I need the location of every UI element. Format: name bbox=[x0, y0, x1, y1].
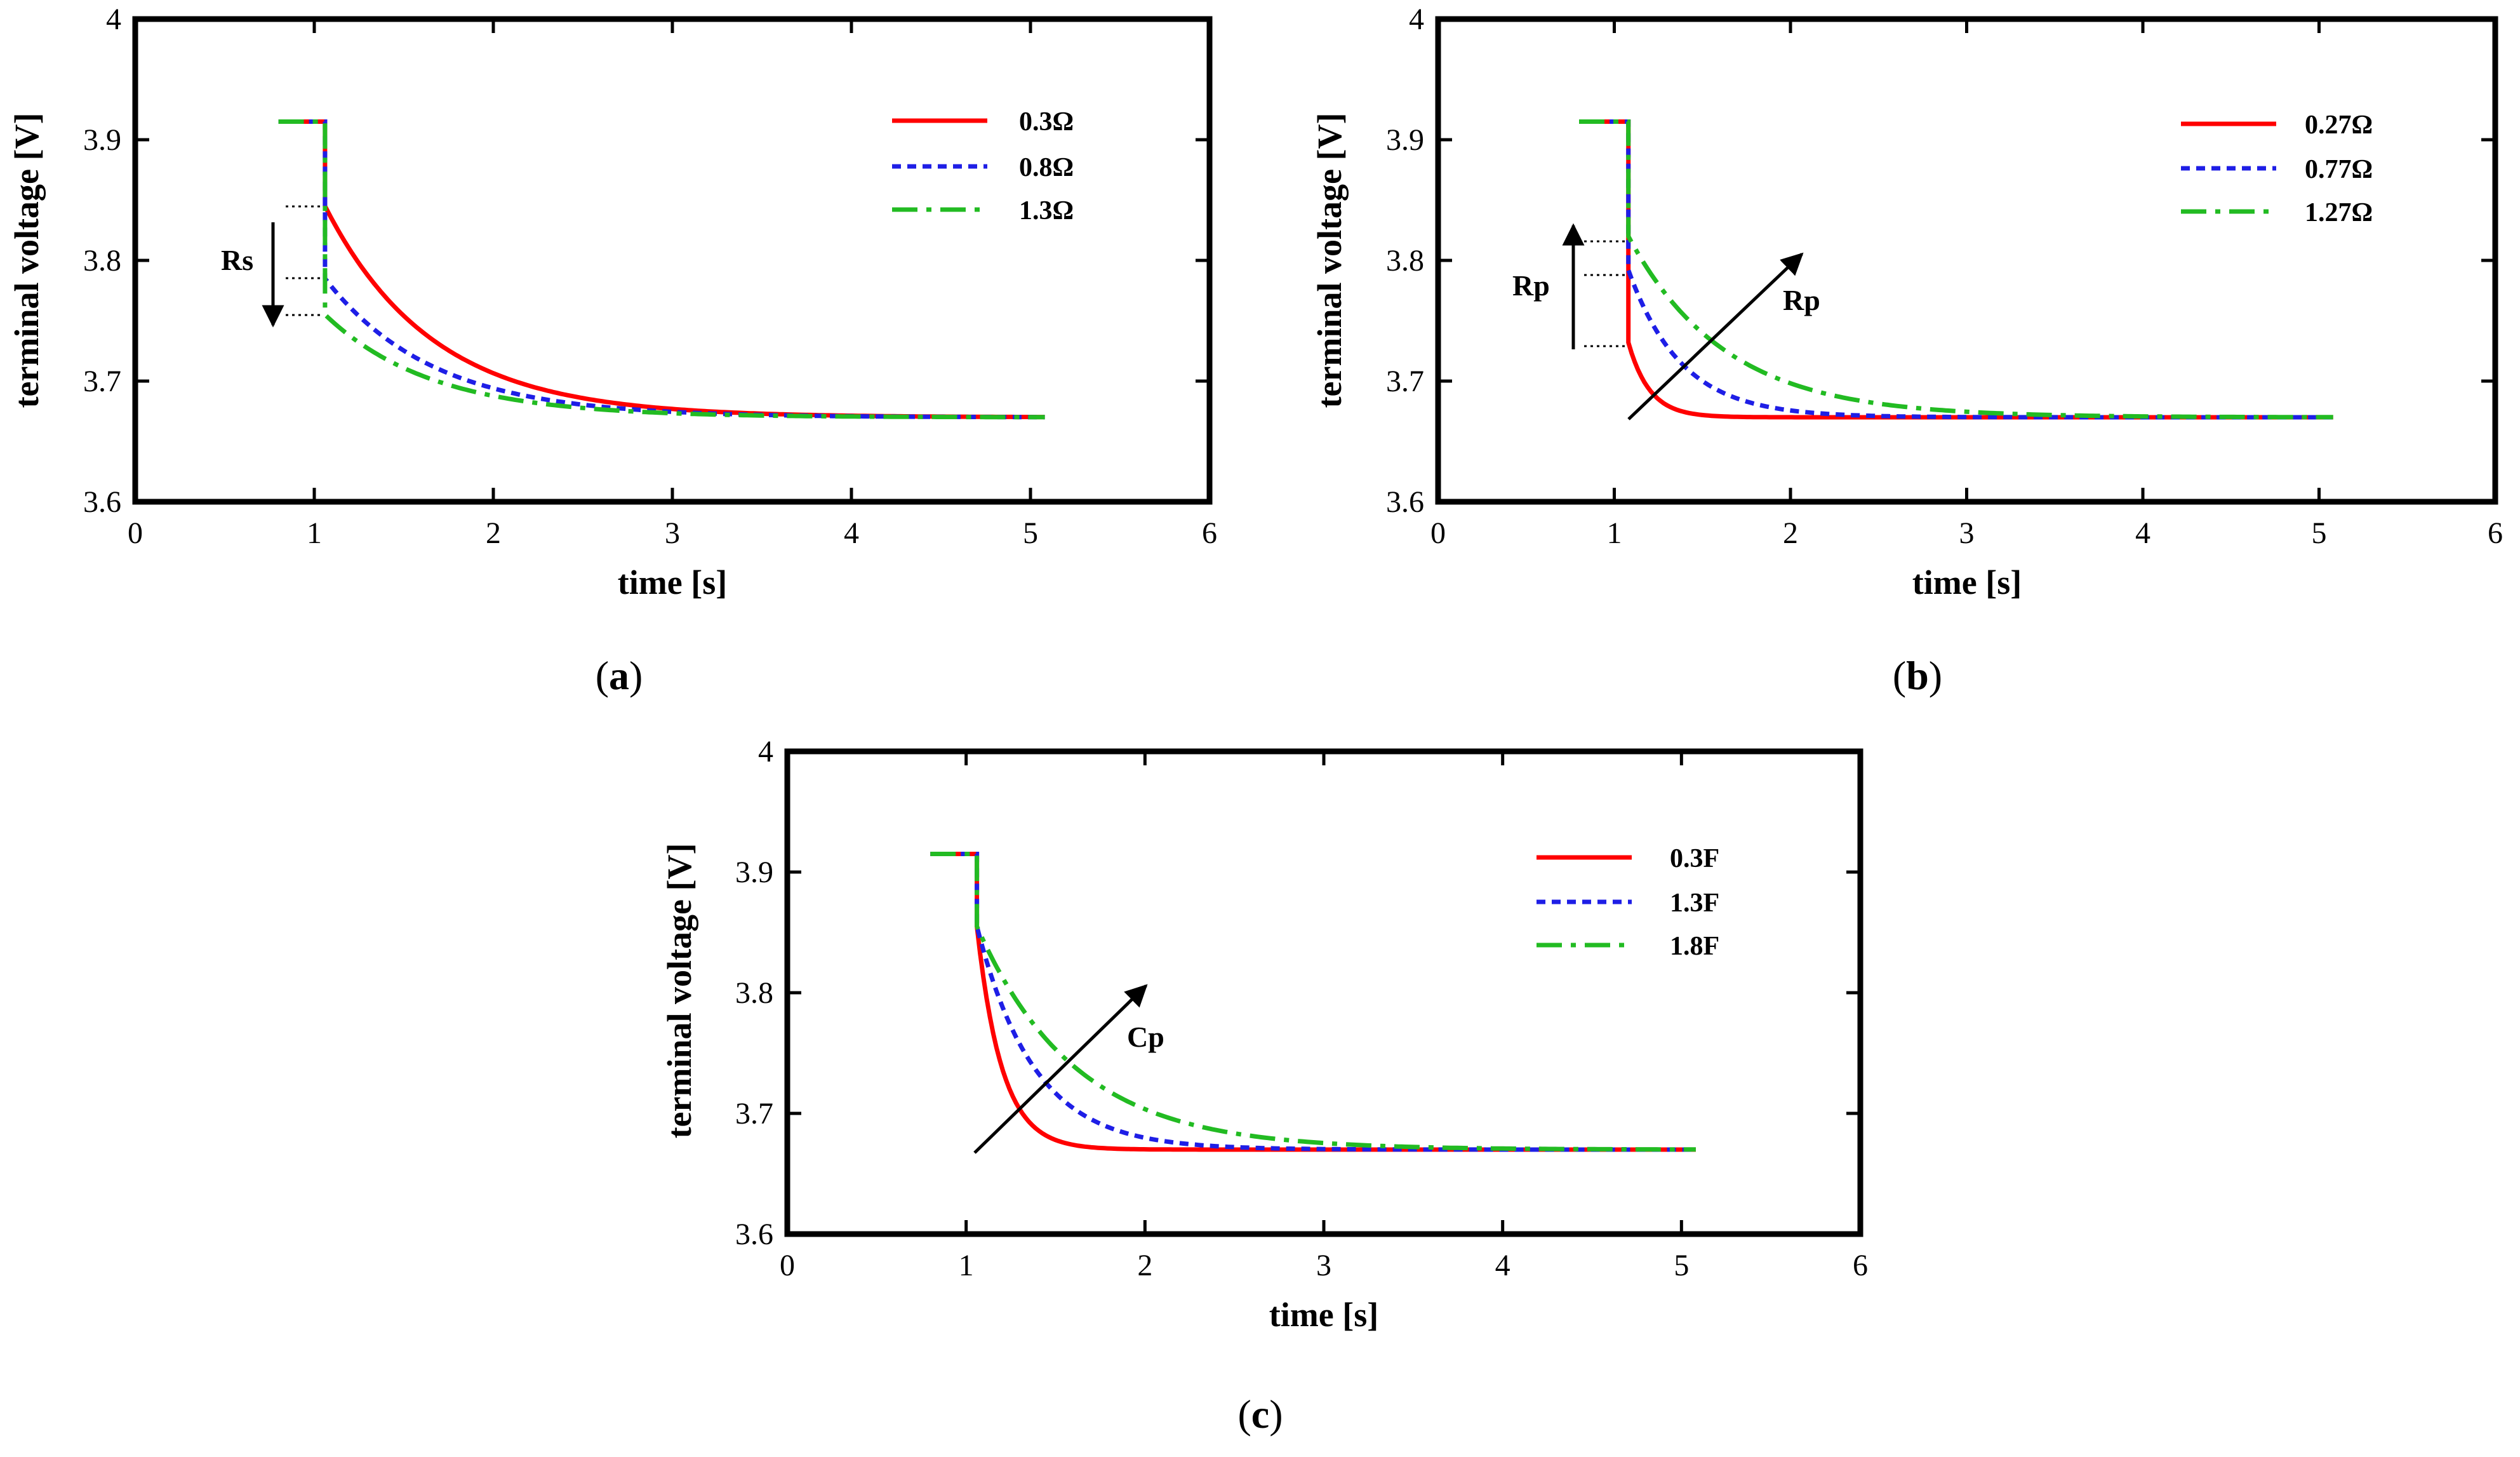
y-tick-label: 4 bbox=[758, 735, 773, 769]
x-tick-label: 5 bbox=[2312, 516, 2327, 550]
series-group bbox=[278, 119, 1045, 420]
legend: 0.3Ω 0.8Ω 1.3Ω bbox=[892, 107, 1074, 225]
caption-c: (c) bbox=[1237, 1392, 1283, 1437]
series-line-3 bbox=[930, 852, 1696, 1152]
rp-label-vertical: Rp bbox=[1512, 269, 1550, 302]
series-line-2 bbox=[1579, 119, 2333, 420]
tick-marks: 0 1 2 3 4 5 6 3.6 3.7 3.8 3.9 4 bbox=[1386, 3, 2503, 550]
x-tick-label: 4 bbox=[844, 516, 859, 550]
rp-label-diagonal: Rp bbox=[1783, 284, 1820, 316]
x-tick-label: 0 bbox=[128, 516, 143, 550]
series-line-1 bbox=[930, 852, 1696, 1152]
x-tick-label: 4 bbox=[2135, 516, 2150, 550]
y-tick-label: 4 bbox=[1409, 3, 1424, 36]
panel-c: 0 1 2 3 4 5 6 3.6 3.7 3.8 3.9 4 time [s] terminal v… bbox=[660, 735, 1868, 1437]
tick-marks: 0 1 2 3 4 5 6 3.6 3.7 3.8 3.9 4 bbox=[83, 3, 1217, 550]
y-tick-label: 3.6 bbox=[735, 1218, 773, 1251]
y-tick-label: 3.7 bbox=[83, 365, 121, 398]
legend-label-2: 0.8Ω bbox=[1019, 153, 1074, 182]
y-tick-label: 3.9 bbox=[1386, 123, 1424, 157]
legend-label-1: 0.3F bbox=[1670, 844, 1719, 873]
y-tick-label: 3.6 bbox=[83, 485, 121, 519]
legend-label-1: 0.3Ω bbox=[1019, 107, 1074, 137]
x-tick-label: 1 bbox=[1607, 516, 1622, 550]
annotation-rp-diagonal: Rp bbox=[1627, 252, 1820, 420]
x-axis-label: time [s] bbox=[618, 563, 727, 601]
caption-a: (a) bbox=[596, 653, 643, 698]
legend-label-3: 1.3Ω bbox=[1019, 196, 1074, 225]
x-tick-label: 3 bbox=[1316, 1249, 1331, 1282]
tick-marks: 0 1 2 3 4 5 6 3.6 3.7 3.8 3.9 4 bbox=[735, 735, 1868, 1282]
plot-frame bbox=[1435, 16, 2498, 505]
x-tick-label: 6 bbox=[1202, 516, 1217, 550]
legend-label-2: 1.3F bbox=[1670, 889, 1719, 918]
series-group bbox=[1579, 119, 2333, 420]
plot-frame bbox=[784, 748, 1863, 1237]
y-axis-label: terminal voltage [V] bbox=[1310, 113, 1349, 408]
y-tick-label: 3.7 bbox=[1386, 365, 1424, 398]
x-tick-label: 5 bbox=[1674, 1249, 1689, 1282]
series-line-2 bbox=[930, 852, 1696, 1152]
x-tick-label: 2 bbox=[1137, 1249, 1152, 1282]
plot-frame bbox=[132, 16, 1213, 505]
rp-arrow-diagonal bbox=[1627, 252, 1804, 420]
x-axis-label: time [s] bbox=[1269, 1296, 1378, 1334]
annotation-rp-vertical: Rp bbox=[1512, 223, 1629, 349]
x-tick-label: 2 bbox=[1783, 516, 1798, 550]
caption-b: (b) bbox=[1893, 653, 1942, 698]
panel-a: 0 1 2 3 4 5 6 3.6 3.7 3.8 3.9 4 time [s] terminal v… bbox=[8, 3, 1217, 698]
y-tick-label: 3.6 bbox=[1386, 485, 1424, 519]
x-tick-label: 2 bbox=[486, 516, 501, 550]
annotation-rs: Rs bbox=[221, 205, 324, 328]
cp-arrow-diagonal bbox=[973, 984, 1148, 1154]
y-tick-label: 4 bbox=[106, 3, 121, 36]
y-tick-label: 3.8 bbox=[1386, 244, 1424, 278]
legend: 0.3F 1.3F 1.8F bbox=[1537, 844, 1719, 961]
rs-label: Rs bbox=[221, 244, 253, 276]
y-tick-label: 3.9 bbox=[83, 123, 121, 157]
y-tick-label: 3.8 bbox=[83, 244, 121, 278]
x-tick-label: 1 bbox=[307, 516, 322, 550]
x-axis-label: time [s] bbox=[1912, 563, 2022, 601]
x-tick-label: 4 bbox=[1495, 1249, 1510, 1282]
annotation-cp-diagonal: Cp bbox=[973, 984, 1164, 1154]
legend-label-1: 0.27Ω bbox=[2305, 111, 2373, 140]
y-axis-label: terminal voltage [V] bbox=[660, 843, 698, 1139]
legend-label-3: 1.8F bbox=[1670, 932, 1719, 961]
y-tick-label: 3.9 bbox=[735, 856, 773, 889]
x-tick-label: 3 bbox=[665, 516, 680, 550]
panel-b: 0 1 2 3 4 5 6 3.6 3.7 3.8 3.9 4 time [s] terminal v… bbox=[1310, 3, 2503, 698]
y-tick-label: 3.8 bbox=[735, 976, 773, 1010]
x-tick-label: 6 bbox=[2488, 516, 2503, 550]
x-tick-label: 0 bbox=[780, 1249, 795, 1282]
x-tick-label: 3 bbox=[1959, 516, 1975, 550]
x-tick-label: 5 bbox=[1023, 516, 1038, 550]
x-tick-label: 6 bbox=[1853, 1249, 1868, 1282]
legend: 0.27Ω 0.77Ω 1.27Ω bbox=[2181, 111, 2373, 227]
x-tick-label: 0 bbox=[1430, 516, 1446, 550]
y-tick-label: 3.7 bbox=[735, 1097, 773, 1131]
legend-label-3: 1.27Ω bbox=[2305, 198, 2373, 227]
legend-label-2: 0.77Ω bbox=[2305, 155, 2373, 184]
x-tick-label: 1 bbox=[959, 1249, 974, 1282]
cp-label-diagonal: Cp bbox=[1127, 1021, 1164, 1053]
y-axis-label: terminal voltage [V] bbox=[8, 113, 46, 408]
series-group bbox=[930, 852, 1696, 1152]
series-line-3 bbox=[278, 119, 1045, 420]
